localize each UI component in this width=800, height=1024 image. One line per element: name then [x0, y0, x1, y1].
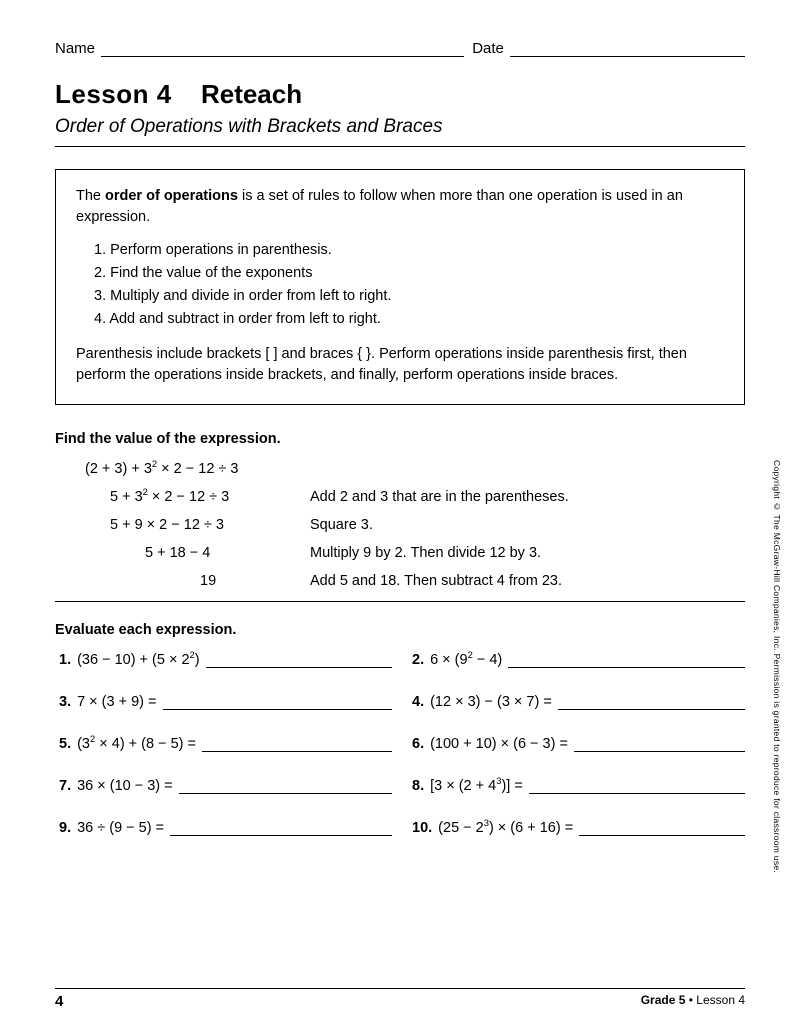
page-footer: 4 Grade 5 • Lesson 4	[55, 988, 745, 1010]
problem-5: 5. (32 × 4) + (8 − 5) =	[59, 736, 392, 752]
problem-6: 6. (100 + 10) × (6 − 3) =	[412, 736, 745, 752]
example-explain: Add 2 and 3 that are in the parentheses.	[310, 489, 745, 505]
lesson-title: Lesson 4 Reteach	[55, 79, 745, 110]
date-label: Date	[472, 40, 504, 57]
rule-step: 3. Multiply and divide in order from lef…	[94, 286, 724, 307]
section-divider	[55, 601, 745, 602]
problem-2: 2. 6 × (92 − 4)	[412, 652, 745, 668]
lesson-reteach: Reteach	[201, 79, 302, 109]
answer-blank[interactable]	[170, 822, 392, 836]
problem-number: 2.	[412, 652, 424, 668]
problem-8: 8. [3 × (2 + 43)] =	[412, 778, 745, 794]
answer-blank[interactable]	[508, 654, 745, 668]
rule-step: 4. Add and subtract in order from left t…	[94, 309, 724, 330]
example-explain	[310, 461, 745, 477]
answer-blank[interactable]	[558, 696, 745, 710]
problem-3: 3. 7 × (3 + 9) =	[59, 694, 392, 710]
problem-expr: (36 − 10) + (5 × 22)	[77, 652, 200, 668]
copyright-text: Copyright © The McGraw-Hill Companies, I…	[772, 460, 782, 873]
answer-blank[interactable]	[574, 738, 745, 752]
page-number: 4	[55, 993, 63, 1010]
problem-number: 10.	[412, 820, 432, 836]
problem-number: 1.	[59, 652, 71, 668]
problem-number: 5.	[59, 736, 71, 752]
problems-grid: 1. (36 − 10) + (5 × 22) 2. 6 × (92 − 4) …	[55, 652, 745, 836]
example-expr: 5 + 32 × 2 − 12 ÷ 3	[85, 489, 310, 505]
rule-step: 2. Find the value of the exponents	[94, 263, 724, 284]
problem-expr: 7 × (3 + 9) =	[77, 694, 156, 710]
problem-1: 1. (36 − 10) + (5 × 22)	[59, 652, 392, 668]
evaluate-heading: Evaluate each expression.	[55, 622, 745, 638]
problem-10: 10. (25 − 23) × (6 + 16) =	[412, 820, 745, 836]
problem-expr: 36 ÷ (9 − 5) =	[77, 820, 164, 836]
rules-box: The order of operations is a set of rule…	[55, 169, 745, 405]
example-expr: 19	[85, 573, 310, 589]
intro-bold: order of operations	[105, 188, 238, 204]
problem-expr: [3 × (2 + 43)] =	[430, 778, 523, 794]
problem-number: 4.	[412, 694, 424, 710]
worked-example: (2 + 3) + 32 × 2 − 12 ÷ 3 5 + 32 × 2 − 1…	[55, 461, 745, 589]
problem-expr: (12 × 3) − (3 × 7) =	[430, 694, 552, 710]
rules-closing: Parenthesis include brackets [ ] and bra…	[76, 344, 724, 386]
problem-expr: (32 × 4) + (8 − 5) =	[77, 736, 196, 752]
grade-lesson: Grade 5 • Lesson 4	[641, 993, 745, 1010]
worksheet-header: Name Date	[55, 40, 745, 57]
answer-blank[interactable]	[179, 780, 392, 794]
problem-7: 7. 36 × (10 − 3) =	[59, 778, 392, 794]
lesson-subtitle: Order of Operations with Brackets and Br…	[55, 116, 745, 138]
problem-number: 3.	[59, 694, 71, 710]
problem-number: 8.	[412, 778, 424, 794]
rule-step: 1. Perform operations in parenthesis.	[94, 240, 724, 261]
problem-expr: 6 × (92 − 4)	[430, 652, 502, 668]
problem-number: 6.	[412, 736, 424, 752]
problem-4: 4. (12 × 3) − (3 × 7) =	[412, 694, 745, 710]
problem-expr: (25 − 23) × (6 + 16) =	[438, 820, 573, 836]
example-expr: (2 + 3) + 32 × 2 − 12 ÷ 3	[85, 461, 310, 477]
problem-number: 9.	[59, 820, 71, 836]
example-expr: 5 + 9 × 2 − 12 ÷ 3	[85, 517, 310, 533]
example-explain: Add 5 and 18. Then subtract 4 from 23.	[310, 573, 745, 589]
problem-expr: (100 + 10) × (6 − 3) =	[430, 736, 568, 752]
date-blank[interactable]	[510, 41, 745, 57]
answer-blank[interactable]	[202, 738, 392, 752]
rules-intro: The order of operations is a set of rule…	[76, 186, 724, 228]
example-heading: Find the value of the expression.	[55, 431, 745, 447]
rules-list: 1. Perform operations in parenthesis. 2.…	[76, 240, 724, 330]
intro-pre: The	[76, 188, 105, 204]
name-label: Name	[55, 40, 95, 57]
lesson-number: Lesson 4	[55, 79, 172, 109]
problem-expr: 36 × (10 − 3) =	[77, 778, 173, 794]
name-blank[interactable]	[101, 41, 464, 57]
example-explain: Multiply 9 by 2. Then divide 12 by 3.	[310, 545, 745, 561]
answer-blank[interactable]	[163, 696, 393, 710]
answer-blank[interactable]	[529, 780, 745, 794]
example-expr: 5 + 18 − 4	[85, 545, 310, 561]
problem-number: 7.	[59, 778, 71, 794]
example-explain: Square 3.	[310, 517, 745, 533]
problem-9: 9. 36 ÷ (9 − 5) =	[59, 820, 392, 836]
answer-blank[interactable]	[579, 822, 745, 836]
answer-blank[interactable]	[206, 654, 392, 668]
title-rule	[55, 146, 745, 147]
